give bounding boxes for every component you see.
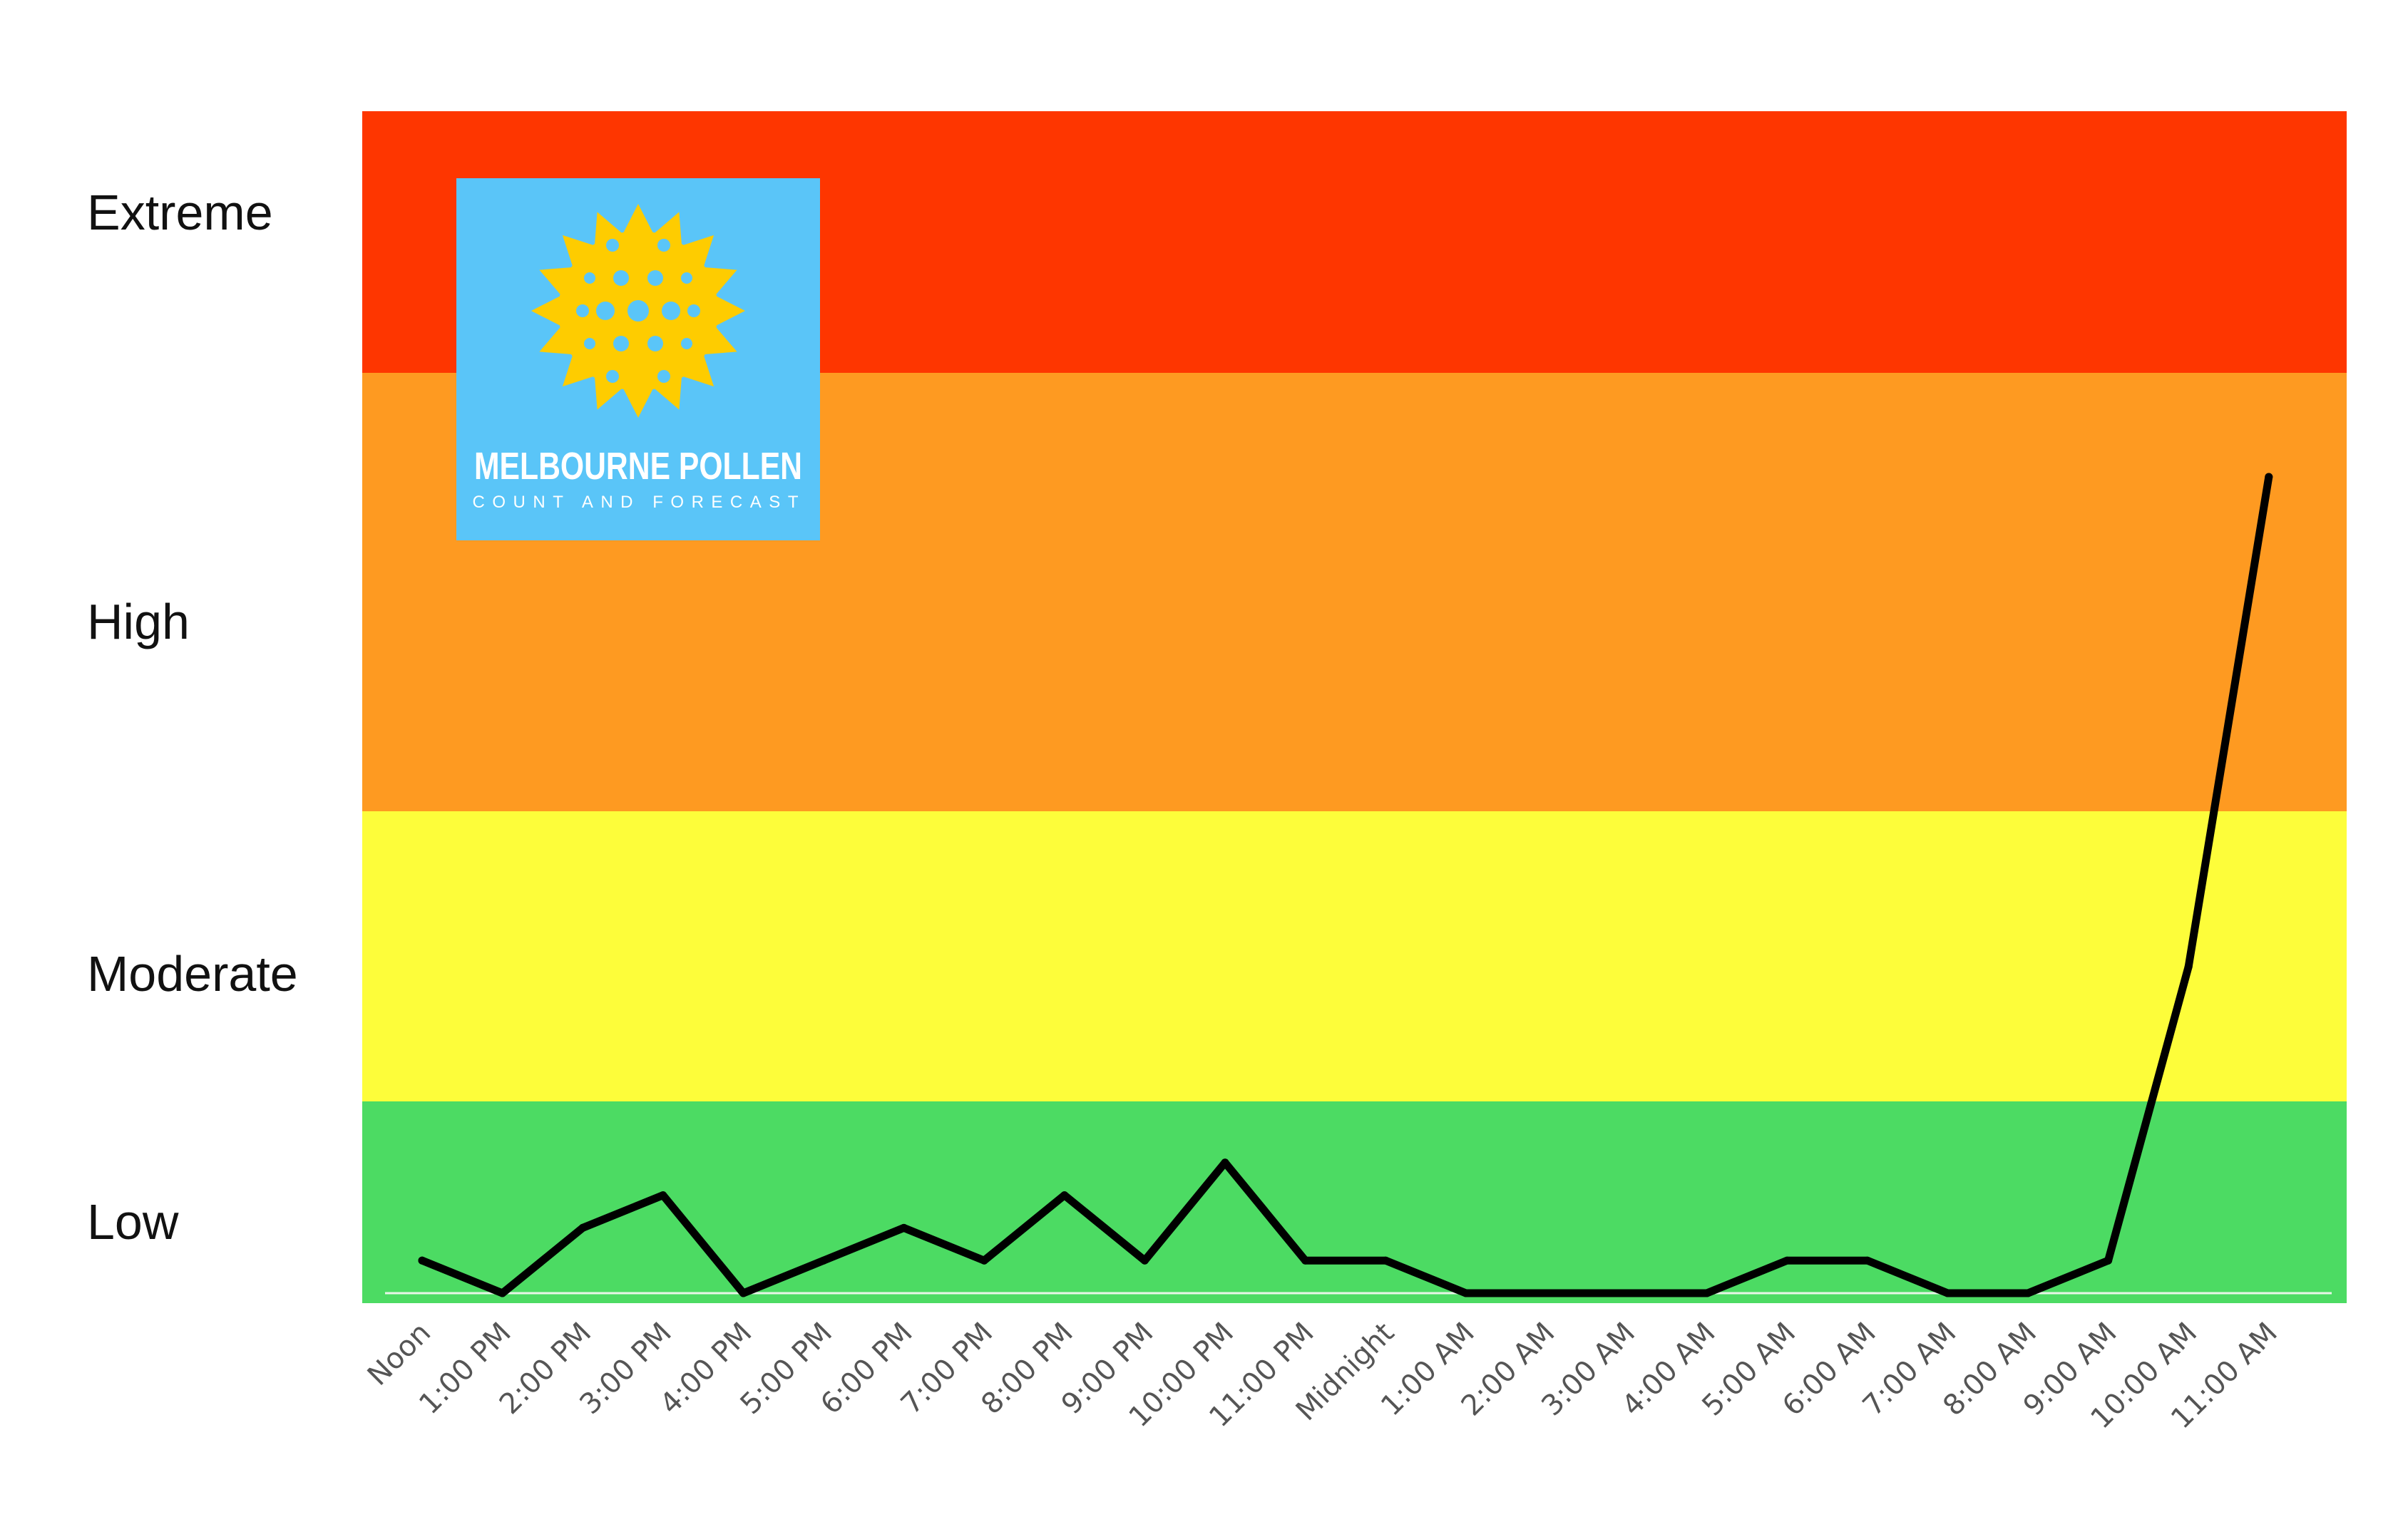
pollen-dot-icon (613, 336, 629, 351)
data-point (900, 1223, 908, 1232)
pollen-dot-icon (647, 336, 663, 351)
x-tick-label: Noon (362, 1317, 437, 1392)
pollen-dot-icon (681, 338, 692, 349)
pollen-dot-icon (627, 300, 649, 322)
data-point (1622, 1289, 1631, 1297)
data-point (819, 1256, 828, 1265)
data-point (659, 1191, 667, 1200)
band-low (362, 1101, 2347, 1303)
data-point (1140, 1256, 1149, 1265)
data-point (1301, 1256, 1310, 1265)
band-label-extreme: Extreme (87, 185, 273, 240)
logo-title: MELBOURNE POLLEN (474, 445, 802, 488)
band-moderate (362, 811, 2347, 1101)
pollen-dot-icon (584, 338, 595, 349)
series-points (418, 473, 2273, 1297)
pollen-dot-icon (606, 239, 619, 252)
logo-subtitle: COUNT AND FORECAST (473, 493, 804, 512)
pollen-dot-icon (596, 302, 615, 320)
data-point (2184, 962, 2193, 971)
pollen-dot-icon (681, 272, 692, 284)
pollen-dot-icon (657, 370, 670, 383)
band-label-low: Low (87, 1194, 179, 1250)
pollen-dot-icon (657, 239, 670, 252)
pollen-sun-icon (531, 204, 745, 418)
data-point (578, 1223, 587, 1232)
pollen-dot-icon (613, 270, 629, 286)
data-point (1221, 1158, 1229, 1167)
band-label-high: High (87, 594, 190, 649)
band-label-moderate: Moderate (87, 946, 298, 1002)
pollen-dot-icon (662, 302, 680, 320)
pollen-dot-icon (687, 304, 700, 317)
melbourne-pollen-logo: MELBOURNE POLLEN COUNT AND FORECAST (456, 178, 820, 540)
data-point (2104, 1256, 2113, 1265)
pollen-dot-icon (647, 270, 663, 286)
data-point (1060, 1191, 1069, 1200)
pollen-dot-icon (606, 370, 619, 383)
data-point (739, 1289, 747, 1297)
pollen-dot-icon (584, 272, 595, 284)
data-point (980, 1256, 988, 1265)
data-point (1783, 1256, 1791, 1265)
pollen-series-line (418, 473, 2273, 1297)
data-point (418, 1256, 426, 1265)
data-point (1703, 1289, 1711, 1297)
data-point (1943, 1289, 1952, 1297)
data-point (2265, 473, 2273, 481)
band-labels: Low Moderate High Extreme (87, 185, 298, 1250)
data-point (1462, 1289, 1470, 1297)
data-point (1381, 1256, 1390, 1265)
data-point (498, 1289, 507, 1297)
pollen-dot-icon (576, 304, 589, 317)
data-point (1863, 1256, 1872, 1265)
data-point (2024, 1289, 2032, 1297)
data-point (1542, 1289, 1550, 1297)
